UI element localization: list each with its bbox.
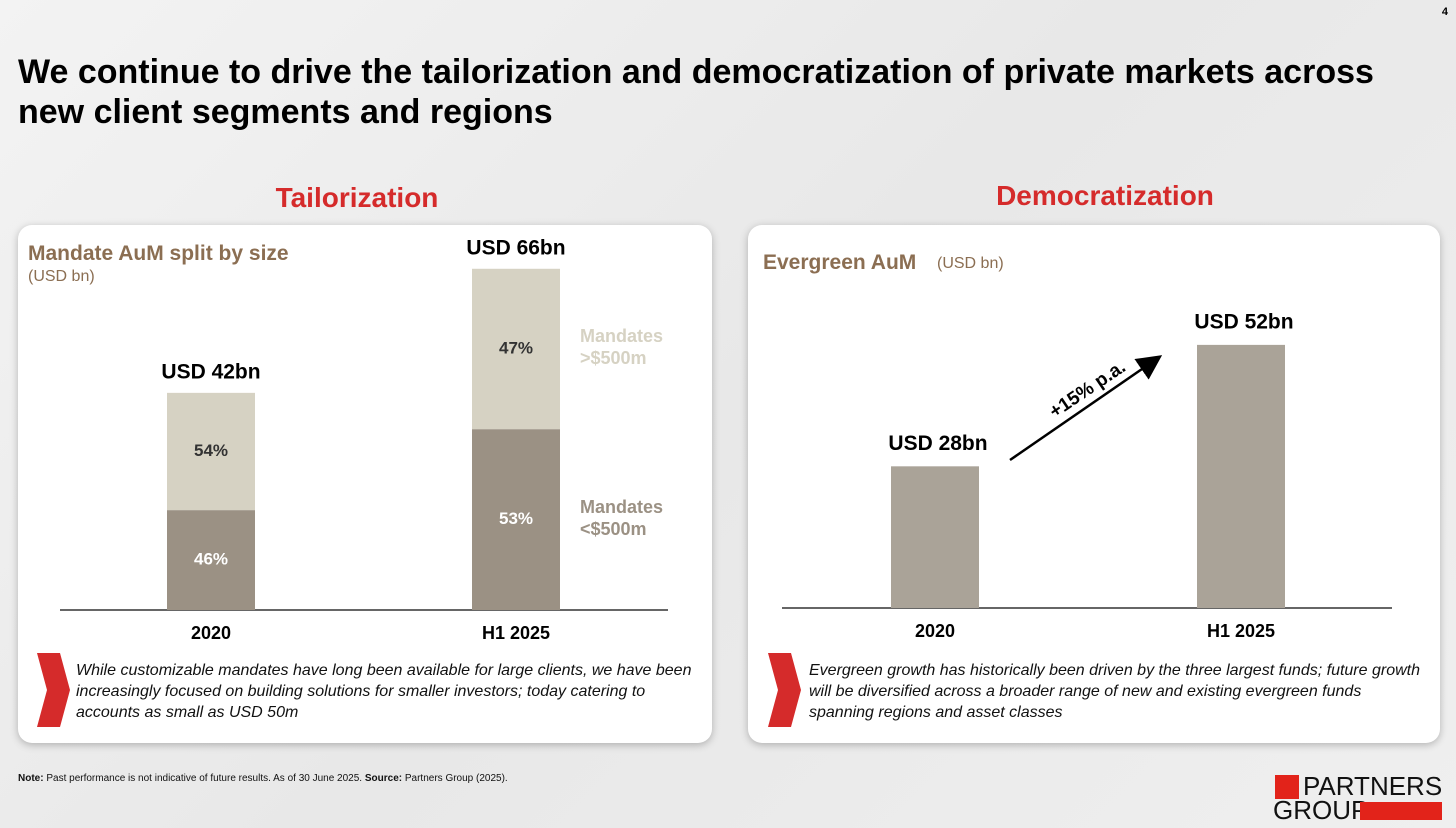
bar	[891, 466, 979, 608]
bar-segment	[472, 429, 560, 610]
bar	[1197, 344, 1285, 608]
total-label: USD 42bn	[161, 360, 260, 383]
growth-annotation: +15% p.a.	[1046, 357, 1130, 423]
note-text: Past performance is not indicative of fu…	[46, 773, 363, 784]
legend-label: Mandates <$500m	[580, 496, 664, 539]
chevron	[37, 653, 70, 727]
segment-label: 47%	[499, 338, 533, 357]
bar-segment	[472, 268, 560, 430]
chart-subtitle: (USD bn)	[28, 268, 95, 285]
note-label: Note:	[18, 773, 44, 784]
segment-label: 54%	[194, 441, 228, 460]
legend-label: Mandates >$500m	[580, 325, 664, 368]
caption: Evergreen growth has historically been d…	[809, 662, 1420, 721]
chart-title: Evergreen AuM	[763, 251, 917, 274]
page-number: 4	[1441, 6, 1448, 18]
chart-subtitle: (USD bn)	[937, 255, 1004, 272]
x-tick-label: H1 2025	[482, 623, 550, 643]
chevron	[768, 653, 801, 727]
source-label: Source:	[364, 773, 403, 784]
logo-mark	[1275, 775, 1299, 799]
x-tick-label: H1 2025	[1207, 621, 1275, 641]
section-heading: Democratization	[996, 180, 1214, 211]
slide-title: We continue to drive the tailorization a…	[18, 53, 1374, 131]
logo-text: GROUP	[1273, 795, 1368, 825]
chart-title: Mandate AuM split by size	[28, 242, 289, 265]
bar-segment	[167, 510, 255, 610]
segment-label: 53%	[499, 509, 533, 528]
value-label: USD 28bn	[888, 432, 987, 455]
logo-text: PARTNERS	[1303, 771, 1442, 801]
panel	[18, 225, 712, 743]
source-text: Partners Group (2025).	[404, 773, 508, 784]
bar-segment	[167, 392, 255, 511]
x-tick-label: 2020	[191, 623, 231, 643]
value-label: USD 52bn	[1194, 310, 1293, 333]
panel	[748, 225, 1440, 743]
footnote: Note: Past performance is not indicative…	[18, 773, 508, 784]
total-label: USD 66bn	[466, 236, 565, 259]
growth-arrow	[1009, 355, 1163, 462]
segment-label: 46%	[194, 550, 228, 569]
section-heading: Tailorization	[275, 182, 439, 213]
x-tick-label: 2020	[915, 621, 955, 641]
logo-mark	[1360, 802, 1442, 820]
caption: While customizable mandates have long be…	[76, 662, 692, 721]
